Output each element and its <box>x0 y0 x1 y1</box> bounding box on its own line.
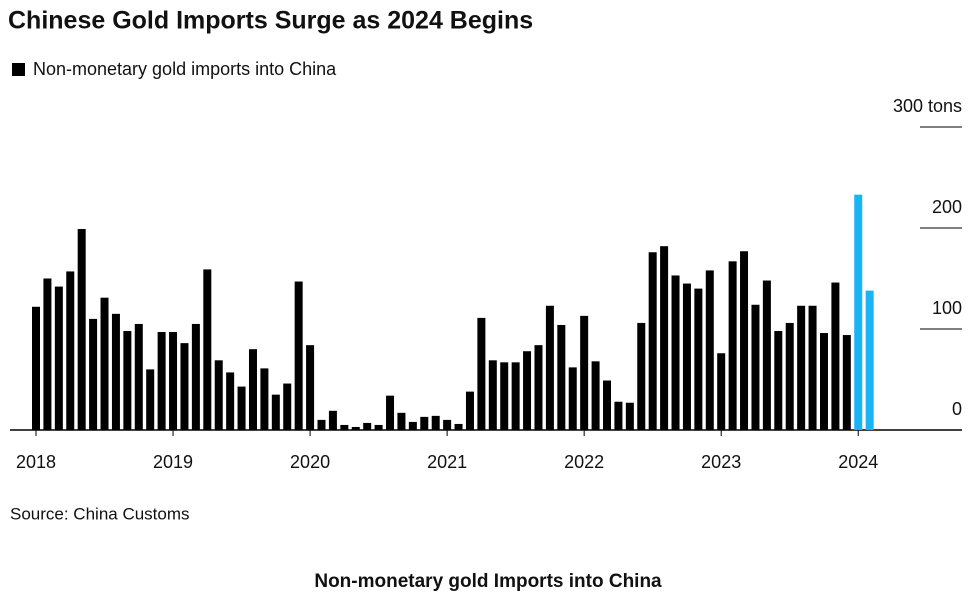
bar <box>397 412 406 430</box>
x-tick-label: 2022 <box>564 452 604 472</box>
bar <box>89 318 98 430</box>
caption: Non-monetary gold Imports into China <box>314 571 662 592</box>
bar <box>340 424 349 430</box>
bar <box>431 415 440 430</box>
bar <box>169 332 178 430</box>
bar <box>614 401 623 430</box>
bar <box>454 423 463 430</box>
bar <box>534 345 543 430</box>
bar <box>523 351 532 430</box>
bar <box>294 281 303 430</box>
bar <box>54 286 63 430</box>
legend-swatch <box>12 63 25 76</box>
bar <box>146 369 155 430</box>
bar <box>511 362 520 430</box>
bar <box>762 280 771 430</box>
bar <box>488 360 497 430</box>
bar <box>648 252 657 430</box>
x-tick-label: 2021 <box>427 452 467 472</box>
bar <box>603 380 611 430</box>
bar <box>500 362 509 430</box>
bar <box>854 194 863 430</box>
bar <box>865 290 874 430</box>
bar <box>386 395 395 430</box>
x-tick-label: 2020 <box>290 452 330 472</box>
x-tick-label: 2019 <box>153 452 193 472</box>
y-tick-label: 200 <box>932 197 962 217</box>
bar <box>328 410 337 430</box>
bar <box>260 368 269 430</box>
bar <box>477 317 486 430</box>
bar <box>717 353 726 430</box>
bar <box>842 335 851 430</box>
bar <box>740 251 749 430</box>
bar <box>728 261 737 430</box>
bar <box>774 331 783 430</box>
bar <box>591 361 600 430</box>
bar <box>568 367 577 430</box>
bar <box>43 278 52 430</box>
bar <box>797 305 806 430</box>
bar <box>374 424 383 430</box>
bar <box>100 297 109 430</box>
x-tick-label: 2018 <box>16 452 56 472</box>
bar <box>408 421 417 430</box>
bar <box>465 391 474 430</box>
bar <box>660 246 669 430</box>
bar <box>283 383 292 430</box>
bar <box>443 419 452 430</box>
source: Source: China Customs <box>10 504 190 523</box>
bar <box>625 402 634 430</box>
y-tick-label: 100 <box>932 298 962 318</box>
x-tick-label: 2024 <box>838 452 878 472</box>
bar <box>180 343 189 430</box>
bar <box>637 322 646 430</box>
bar <box>123 331 132 430</box>
bar <box>214 360 223 430</box>
bar <box>420 416 429 430</box>
bar <box>32 306 40 430</box>
bar <box>77 229 86 430</box>
bar <box>111 313 120 430</box>
legend-label: Non-monetary gold imports into China <box>33 59 337 79</box>
bar <box>203 269 212 430</box>
bar <box>694 288 703 430</box>
y-tick-label: 0 <box>952 399 962 419</box>
bar <box>237 386 246 430</box>
bar <box>226 372 235 430</box>
y-tick-label: 300 tons <box>893 96 962 116</box>
bar <box>545 305 554 430</box>
bar <box>785 322 794 430</box>
bar <box>819 333 828 430</box>
bar <box>831 282 840 430</box>
bar <box>808 305 817 430</box>
bar <box>557 324 566 430</box>
bar <box>705 270 714 430</box>
bar <box>580 315 589 430</box>
bar <box>134 323 143 430</box>
bar <box>682 283 691 430</box>
bar <box>191 323 200 430</box>
bar <box>671 275 680 430</box>
bar <box>751 304 760 430</box>
chart-title: Chinese Gold Imports Surge as 2024 Begin… <box>8 7 533 35</box>
bar <box>157 332 166 430</box>
bar <box>317 419 326 430</box>
bar <box>363 422 372 430</box>
bar <box>271 394 280 430</box>
bar <box>66 271 75 430</box>
bar <box>351 426 360 430</box>
x-tick-label: 2023 <box>701 452 741 472</box>
bar <box>306 345 315 430</box>
bar <box>248 349 257 430</box>
